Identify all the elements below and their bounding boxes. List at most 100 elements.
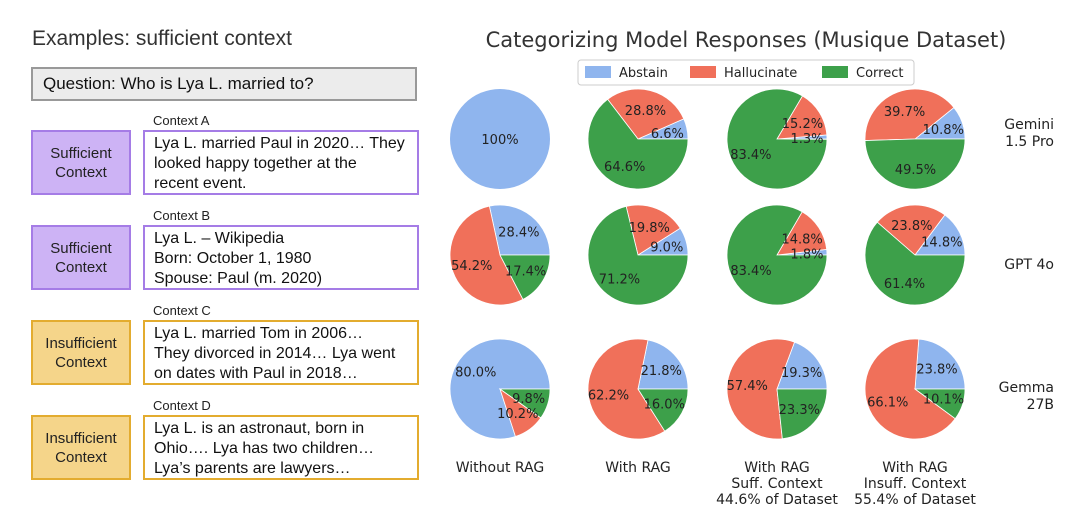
context-label: Context A xyxy=(153,113,210,128)
sufficient-context-tag: Sufficient Context xyxy=(31,130,131,195)
label-correct: 16.0% xyxy=(644,397,685,412)
sufficient-context-tag: Sufficient Context xyxy=(31,225,131,290)
label-hallucinate: 39.7% xyxy=(884,105,925,120)
label-abstain: 10.8% xyxy=(923,123,964,138)
context-line: Lya L. – Wikipedia xyxy=(154,230,285,247)
row-label: 27B xyxy=(1027,397,1054,413)
legend-label: Correct xyxy=(856,66,903,81)
row-label: GPT 4o xyxy=(1004,257,1054,273)
context-text-box: Lya L. married Paul in 2020… They looked … xyxy=(143,130,419,195)
column-label: 44.6% of Dataset xyxy=(716,492,838,508)
slice-hallucinate xyxy=(876,204,946,256)
legend-label: Abstain xyxy=(619,66,668,81)
label-hallucinate: 54.2% xyxy=(451,259,492,274)
legend-label: Hallucinate xyxy=(724,66,797,81)
label-abstain: 21.8% xyxy=(641,364,682,379)
insufficient-context-tag: Insufficient Context xyxy=(31,320,131,385)
label-correct: 64.6% xyxy=(604,160,645,175)
slice-correct xyxy=(726,204,828,306)
label-correct: 71.2% xyxy=(599,273,640,288)
context-line: Lya’s parents are lawyers… xyxy=(154,460,351,477)
label-hallucinate: 14.8% xyxy=(781,233,822,248)
label-abstain: 1.3% xyxy=(790,132,823,147)
question-box: Question: Who is Lya L. married to? xyxy=(31,67,417,101)
column-label: With RAG xyxy=(882,460,948,476)
label-abstain: 80.0% xyxy=(455,365,496,380)
label-hallucinate: 10.2% xyxy=(497,407,538,422)
slice-correct xyxy=(587,98,689,190)
column-label: 55.4% of Dataset xyxy=(854,492,976,508)
slice-abstain xyxy=(914,338,966,390)
slice-abstain xyxy=(776,341,828,390)
legend-swatch xyxy=(822,66,848,78)
row-label: 1.5 Pro xyxy=(1005,134,1054,150)
context-text-box: Lya L. – Wikipedia Born: October 1, 1980 S… xyxy=(143,225,419,290)
label-hallucinate: 19.8% xyxy=(629,221,670,236)
tag-text: Insufficient Context xyxy=(45,334,117,371)
slice-correct xyxy=(498,388,551,419)
slice-hallucinate xyxy=(449,205,524,306)
slice-hallucinate xyxy=(864,338,956,440)
slice-hallucinate xyxy=(625,204,681,256)
label-hallucinate: 28.8% xyxy=(625,104,666,119)
row-label: Gemma xyxy=(999,380,1054,396)
label-correct: 49.5% xyxy=(895,163,936,178)
context-line: Born: October 1, 1980 xyxy=(154,250,312,267)
tag-text: Insufficient Context xyxy=(45,429,117,466)
label-correct: 23.3% xyxy=(779,403,820,418)
context-line: on dates with Paul in 2018… xyxy=(154,365,358,382)
label-correct: 83.4% xyxy=(730,264,771,279)
slice-hallucinate xyxy=(726,338,796,440)
label-abstain: 9.0% xyxy=(650,241,683,256)
context-line: Lya L. is an astronaut, born in xyxy=(154,420,365,437)
slice-abstain xyxy=(637,339,689,390)
slice-correct xyxy=(864,221,966,306)
slice-correct xyxy=(726,88,828,190)
slice-correct xyxy=(637,388,689,432)
label-hallucinate: 57.4% xyxy=(727,379,768,394)
context-text-box: Lya L. is an astronaut, born in Ohio…. Ly… xyxy=(143,415,419,480)
slice-hallucinate xyxy=(776,95,828,140)
context-line: Lya L. married Paul in 2020… They xyxy=(154,135,405,152)
slice-correct xyxy=(776,388,828,440)
label-correct: 83.4% xyxy=(730,148,771,163)
column-label: Without RAG xyxy=(456,460,545,476)
label-hallucinate: 23.8% xyxy=(891,219,932,234)
column-label: With RAG xyxy=(605,460,671,476)
label-hallucinate: 15.2% xyxy=(782,117,823,132)
context-line: looked happy together at the xyxy=(154,155,357,172)
legend-swatch xyxy=(585,66,611,78)
context-line: Lya L. married Tom in 2006… xyxy=(154,325,363,342)
label-abstain: 19.3% xyxy=(781,366,822,381)
slice-hallucinate xyxy=(607,88,685,140)
slice-correct xyxy=(864,138,966,190)
context-label: Context D xyxy=(153,398,211,413)
row-label: Gemini xyxy=(1004,117,1054,133)
label-correct: 17.4% xyxy=(505,265,546,280)
slice-correct xyxy=(499,254,551,300)
label-abstain: 28.4% xyxy=(498,226,539,241)
label-correct: 10.1% xyxy=(923,392,964,407)
context-line: Spouse: Paul (m. 2020) xyxy=(154,270,323,287)
examples-title: Examples: sufficient context xyxy=(32,27,292,50)
label-abstain: 14.8% xyxy=(921,236,962,251)
context-line: They divorced in 2014… Lya went xyxy=(154,345,396,362)
slice-correct xyxy=(587,205,689,306)
slice-hallucinate xyxy=(864,88,955,141)
context-line: Ohio…. Lya has two children… xyxy=(154,440,374,457)
label-correct: 61.4% xyxy=(884,277,925,292)
context-line: recent event. xyxy=(154,175,247,192)
context-text-box: Lya L. married Tom in 2006… They divorced… xyxy=(143,320,419,385)
column-label: Suff. Context xyxy=(731,476,823,492)
column-label: Insuff. Context xyxy=(864,476,967,492)
legend-swatch xyxy=(690,66,716,78)
slice-abstain xyxy=(488,204,551,256)
slice-hallucinate xyxy=(587,338,666,440)
chart-title: Categorizing Model Responses (Musique Da… xyxy=(486,28,1007,52)
label-hallucinate: 62.2% xyxy=(588,388,629,403)
insufficient-context-tag: Insufficient Context xyxy=(31,415,131,480)
slice-abstain xyxy=(450,89,550,189)
label-correct: 9.8% xyxy=(512,392,545,407)
tag-text: Sufficient Context xyxy=(50,144,112,181)
